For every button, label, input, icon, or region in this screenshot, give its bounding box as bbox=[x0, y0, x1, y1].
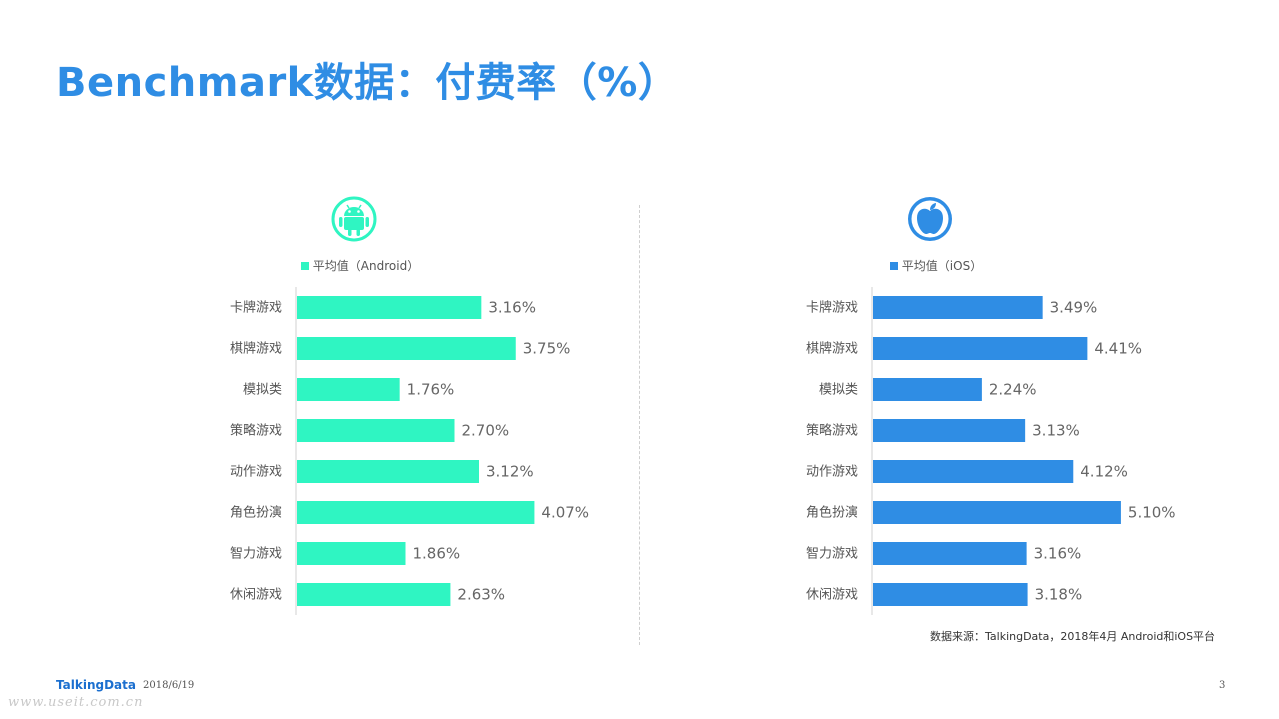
data-label: 3.13% bbox=[1032, 422, 1080, 440]
legend-android: 平均值（Android） bbox=[100, 257, 620, 274]
page-number: 3 bbox=[1219, 680, 1226, 691]
category-tick-label: 模拟类 bbox=[243, 383, 282, 398]
bar bbox=[297, 583, 451, 606]
data-label: 2.63% bbox=[457, 586, 505, 604]
android-panel: 平均值（Android） 卡牌游戏 3.16% 棋牌游戏 3.75% 模拟类 1.76% 策… bbox=[100, 195, 620, 625]
category-tick-label: 休闲游戏 bbox=[806, 588, 858, 603]
legend-swatch bbox=[889, 261, 898, 270]
bar bbox=[873, 501, 1121, 524]
data-label: 4.41% bbox=[1094, 340, 1142, 358]
watermark: www.useit.com.cn bbox=[8, 695, 144, 710]
brand-logo: TalkingData bbox=[56, 678, 136, 692]
category-tick-label: 动作游戏 bbox=[806, 465, 858, 480]
bar bbox=[297, 542, 406, 565]
bar bbox=[873, 583, 1028, 606]
bar bbox=[297, 501, 535, 524]
data-label: 3.75% bbox=[523, 340, 571, 358]
bar bbox=[873, 419, 1026, 442]
data-source-note: 数据来源：TalkingData，2018年4月 Android和iOS平台 bbox=[930, 630, 1216, 643]
data-label: 4.07% bbox=[541, 504, 589, 522]
apple-icon bbox=[908, 197, 952, 241]
legend-label: 平均值（Android） bbox=[312, 259, 420, 273]
android-bar-chart: 卡牌游戏 3.16% 棋牌游戏 3.75% 模拟类 1.76% 策略游戏 2.70% 动作游戏 3… bbox=[230, 287, 589, 615]
legend-swatch bbox=[300, 261, 309, 270]
data-label: 5.10% bbox=[1128, 504, 1176, 522]
bar bbox=[873, 296, 1043, 319]
category-tick-label: 模拟类 bbox=[819, 383, 858, 398]
bar bbox=[873, 542, 1027, 565]
category-tick-label: 智力游戏 bbox=[230, 547, 282, 562]
legend-ios: 平均值（iOS） bbox=[676, 257, 1196, 274]
bar bbox=[873, 337, 1088, 360]
legend-label: 平均值（iOS） bbox=[901, 259, 983, 273]
panel-divider bbox=[639, 205, 640, 645]
data-label: 3.18% bbox=[1035, 586, 1083, 604]
category-tick-label: 棋牌游戏 bbox=[230, 341, 282, 357]
android-icon bbox=[331, 196, 377, 242]
bar bbox=[297, 419, 455, 442]
bar bbox=[873, 378, 982, 401]
category-tick-label: 策略游戏 bbox=[230, 423, 282, 439]
category-tick-label: 策略游戏 bbox=[806, 423, 858, 439]
data-label: 3.49% bbox=[1050, 299, 1098, 317]
page-title: Benchmark数据：付费率（%） bbox=[56, 60, 679, 106]
category-tick-label: 卡牌游戏 bbox=[806, 300, 858, 316]
category-tick-label: 棋牌游戏 bbox=[806, 341, 858, 357]
slide-date: 2018/6/19 bbox=[143, 680, 195, 691]
data-label: 3.12% bbox=[486, 463, 534, 481]
ios-panel: 平均值（iOS） 卡牌游戏 3.49% 棋牌游戏 4.41% 模拟类 2.24% 策略游戏 3… bbox=[676, 195, 1196, 625]
data-label: 3.16% bbox=[488, 299, 536, 317]
category-tick-label: 卡牌游戏 bbox=[230, 300, 282, 316]
data-label: 1.86% bbox=[413, 545, 461, 563]
data-label: 1.76% bbox=[407, 381, 455, 399]
bar bbox=[297, 337, 516, 360]
bar bbox=[873, 460, 1074, 483]
category-tick-label: 智力游戏 bbox=[806, 547, 858, 562]
data-label: 2.24% bbox=[989, 381, 1037, 399]
data-label: 3.16% bbox=[1034, 545, 1082, 563]
ios-bar-chart: 卡牌游戏 3.49% 棋牌游戏 4.41% 模拟类 2.24% 策略游戏 3.13% 动作游戏 4… bbox=[806, 287, 1176, 615]
bar bbox=[297, 296, 482, 319]
data-label: 4.12% bbox=[1080, 463, 1128, 481]
category-tick-label: 角色扮演 bbox=[230, 505, 282, 521]
bar bbox=[297, 378, 400, 401]
category-tick-label: 动作游戏 bbox=[230, 465, 282, 480]
category-tick-label: 休闲游戏 bbox=[230, 588, 282, 603]
bar bbox=[297, 460, 479, 483]
data-label: 2.70% bbox=[462, 422, 510, 440]
category-tick-label: 角色扮演 bbox=[806, 505, 858, 521]
